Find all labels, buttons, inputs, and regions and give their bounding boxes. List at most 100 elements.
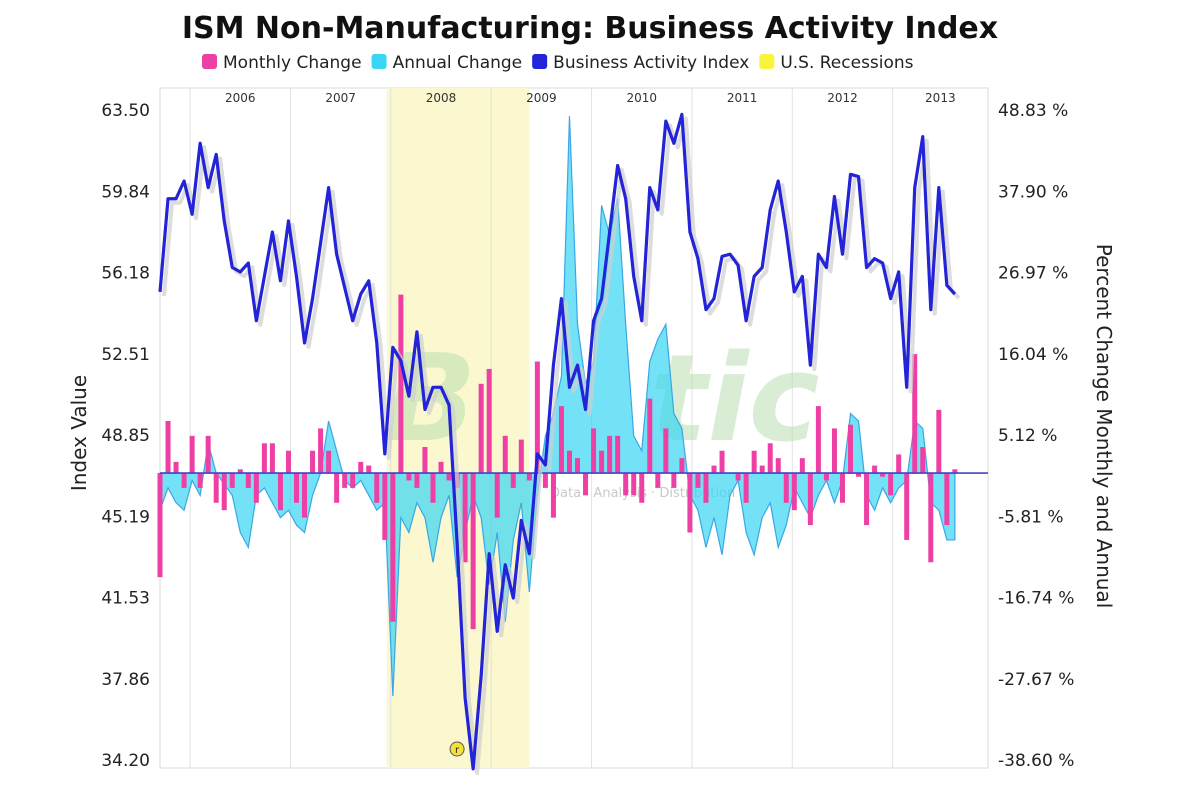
annotation-marker (449, 741, 465, 757)
monthly-change-bar (213, 473, 219, 503)
year-label: 2007 (325, 91, 356, 105)
legend-label: U.S. Recessions (780, 53, 913, 73)
monthly-change-bar (486, 368, 492, 474)
monthly-change-bar (655, 473, 661, 488)
monthly-change-bar (470, 473, 476, 630)
monthly-change-bar (197, 473, 203, 488)
monthly-change-bar (406, 473, 412, 481)
right-tick-label: 26.97 % (998, 264, 1068, 284)
monthly-change-bar (237, 469, 243, 474)
monthly-change-bar (759, 465, 765, 474)
legend-label: Annual Change (393, 53, 523, 73)
monthly-change-bar (823, 473, 829, 481)
monthly-change-bar (165, 420, 171, 474)
monthly-change-bar (936, 409, 942, 474)
monthly-change-bar (269, 443, 275, 474)
monthly-change-bar (767, 443, 773, 474)
monthly-change-bar (831, 428, 837, 474)
monthly-change-bar (599, 450, 605, 474)
monthly-change-bar (398, 294, 404, 474)
monthly-change-bar (277, 473, 283, 511)
monthly-change-bar (639, 473, 645, 503)
monthly-change-bar (157, 473, 163, 578)
monthly-change-bar (422, 447, 428, 474)
monthly-change-bar (783, 473, 789, 503)
year-label: 2010 (626, 91, 657, 105)
monthly-change-bar (326, 450, 332, 474)
left-tick-label: 63.50 (101, 101, 150, 121)
left-tick-label: 34.20 (101, 751, 150, 771)
monthly-change-bar (615, 435, 621, 474)
monthly-change-bar (173, 461, 179, 474)
year-label: 2012 (827, 91, 858, 105)
annotation-label: r (455, 745, 460, 756)
monthly-change-bar (952, 469, 958, 474)
monthly-change-bar (711, 465, 717, 474)
year-label: 2013 (925, 91, 956, 105)
left-tick-label: 59.84 (101, 182, 150, 202)
right-tick-label: 5.12 % (998, 426, 1057, 446)
monthly-change-bar (687, 473, 693, 533)
monthly-change-bar (607, 435, 613, 474)
monthly-change-bar (181, 473, 187, 488)
monthly-change-bar (695, 473, 701, 488)
monthly-change-bar (310, 450, 316, 474)
monthly-change-bar (318, 428, 324, 474)
monthly-change-bar (888, 473, 894, 496)
monthly-change-bar (703, 473, 709, 503)
right-tick-label: -38.60 % (998, 751, 1074, 771)
monthly-change-bar (751, 450, 757, 474)
monthly-change-bar (550, 473, 556, 518)
legend-swatch (759, 54, 775, 69)
monthly-change-bar (374, 473, 380, 503)
right-tick-label: -5.81 % (998, 507, 1064, 527)
left-tick-label: 45.19 (101, 507, 150, 527)
left-tick-label: 48.85 (101, 426, 150, 446)
monthly-change-bar (245, 473, 251, 488)
right-tick-label: 37.90 % (998, 182, 1068, 202)
chart-title: ISM Non-Manufacturing: Business Activity… (182, 11, 998, 46)
monthly-change-bar (478, 383, 484, 474)
monthly-change-bar (623, 473, 629, 496)
monthly-change-bar (912, 354, 918, 474)
monthly-change-bar (575, 458, 581, 474)
monthly-change-bar (679, 458, 685, 474)
recession-band (386, 88, 530, 768)
monthly-change-bar (534, 361, 540, 474)
monthly-change-bar (414, 473, 420, 488)
monthly-change-bar (366, 465, 372, 474)
monthly-change-bar (671, 473, 677, 488)
monthly-change-bar (743, 473, 749, 503)
right-tick-label: -16.74 % (998, 589, 1074, 609)
monthly-change-bar (261, 443, 267, 474)
monthly-change-bar (896, 454, 902, 474)
left-tick-label: 52.51 (101, 345, 150, 365)
monthly-change-bar (502, 435, 508, 474)
legend-label: Monthly Change (223, 53, 362, 73)
monthly-change-bar (815, 406, 821, 474)
monthly-change-bar (526, 473, 532, 481)
monthly-change-bar (558, 406, 564, 474)
left-tick-label: 41.53 (101, 589, 150, 609)
monthly-change-bar (904, 473, 910, 540)
right-tick-label: 16.04 % (998, 345, 1068, 365)
monthly-change-bar (221, 473, 227, 511)
monthly-change-bar (791, 473, 797, 511)
monthly-change-bar (438, 461, 444, 474)
monthly-change-bar (928, 473, 934, 563)
monthly-change-bar (382, 473, 388, 540)
monthly-change-bar (944, 473, 950, 526)
monthly-change-bar (856, 473, 862, 477)
monthly-change-bar (494, 473, 500, 518)
monthly-change-bar (566, 450, 572, 474)
monthly-change-bar (647, 398, 653, 474)
business-activity-line (158, 112, 957, 771)
left-tick-label: 56.18 (101, 264, 150, 284)
monthly-change-bar (462, 473, 468, 563)
year-label: 2008 (426, 91, 457, 105)
monthly-change-bar (285, 450, 291, 474)
monthly-change-bar (350, 473, 356, 488)
legend-swatch (202, 54, 217, 69)
